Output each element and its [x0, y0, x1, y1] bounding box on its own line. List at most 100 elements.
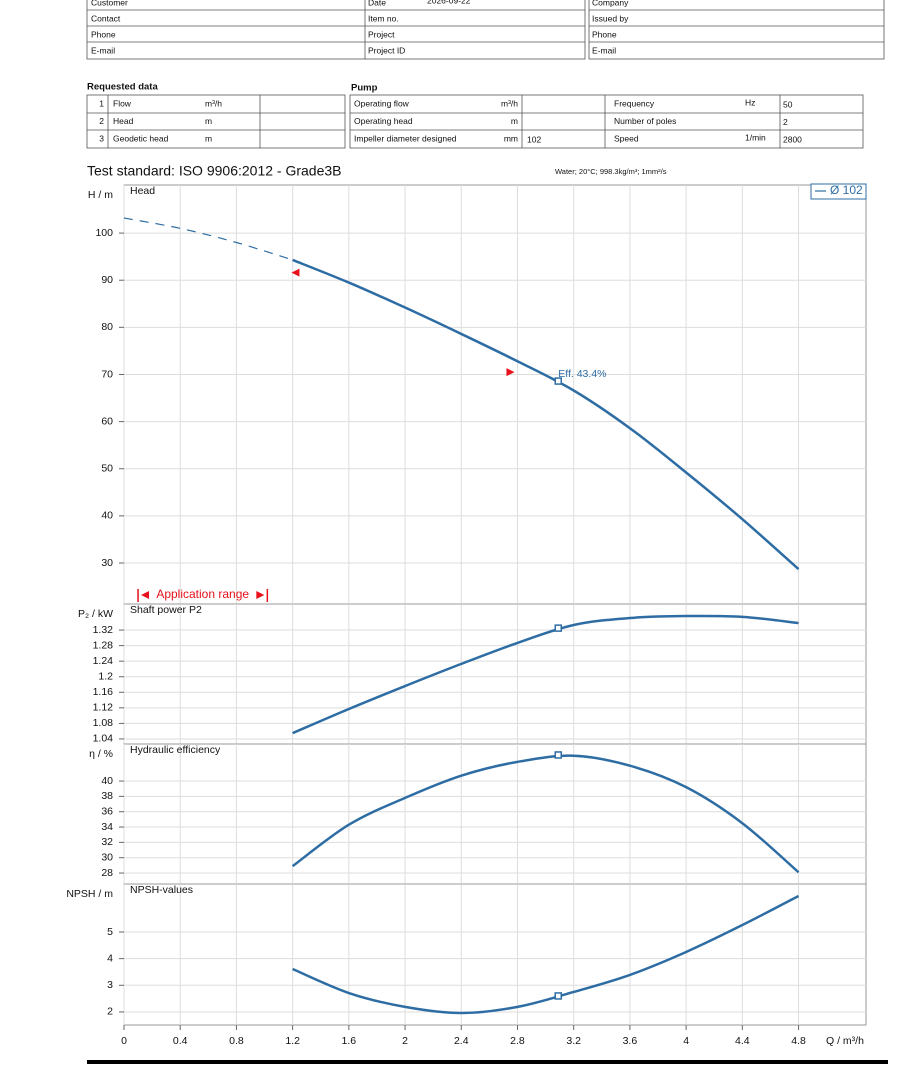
y-tick-label: 60	[101, 415, 113, 427]
cell-value: 2026-09-22	[427, 0, 471, 5]
x-tick-label: 4.4	[735, 1035, 750, 1047]
curve	[292, 894, 800, 1015]
plot-frame	[123, 883, 867, 1026]
cell-label: Geodetic head	[113, 133, 169, 143]
annotation: Eff. 43.4%	[558, 368, 606, 380]
y-tick-label: 40	[101, 510, 113, 522]
y-tick-label: 36	[101, 805, 113, 817]
y-tick-label: 32	[101, 836, 113, 848]
panel-label: NPSH-values	[130, 884, 193, 896]
y-tick-label: 1.04	[93, 733, 114, 745]
cell-label: Phone	[91, 29, 116, 39]
cell-label: Contact	[91, 13, 121, 23]
cell-label: Impeller diameter designed	[354, 133, 457, 143]
y-axis-label: P₂ / kW	[78, 608, 113, 620]
cell-value: 50	[783, 99, 793, 109]
y-tick-label: 30	[101, 557, 113, 569]
cell-label: Operating head	[354, 116, 413, 126]
range-marker	[506, 368, 515, 377]
section-title: Requested data	[87, 82, 158, 93]
y-tick-label: 100	[95, 227, 113, 239]
x-tick-label: 0	[121, 1035, 127, 1047]
cell-unit: Hz	[745, 97, 755, 107]
cell-label: Project ID	[368, 45, 405, 55]
y-tick-label: 80	[101, 321, 113, 333]
footer-rule	[87, 1060, 888, 1064]
cell-unit: m³/h	[501, 98, 518, 108]
medium: Water; 20°C; 998.3kg/m³; 1mm²/s	[555, 167, 667, 176]
cell-label: Issued by	[592, 13, 629, 23]
cell-unit: m³/h	[205, 98, 222, 108]
y-tick-label: 4	[107, 952, 113, 964]
y-tick-label: 90	[101, 274, 113, 286]
y-tick-label: 28	[101, 867, 113, 879]
x-tick-label: 3.6	[623, 1035, 638, 1047]
y-tick-label: 70	[101, 368, 113, 380]
y-tick-label: 40	[101, 775, 113, 787]
y-tick-label: 2	[107, 1006, 113, 1018]
x-tick-label: 4	[683, 1035, 689, 1047]
row-number: 3	[99, 133, 104, 143]
cell-label: Project	[368, 29, 395, 39]
panel-label: Head	[130, 185, 155, 197]
y-tick-label: 3	[107, 979, 113, 991]
table-frame	[349, 94, 864, 149]
y-tick-label: 38	[101, 790, 113, 802]
operating-point	[554, 751, 562, 759]
cell-value: 102	[527, 134, 541, 144]
legend-box	[810, 183, 867, 200]
cell-label: Speed	[614, 133, 639, 143]
operating-point	[554, 377, 562, 385]
y-tick-label: 1.24	[93, 655, 114, 667]
x-tick-label: 4.8	[791, 1035, 806, 1047]
cell-label: Customer	[91, 0, 128, 7]
y-tick-label: 1.08	[93, 717, 114, 729]
range-arrow	[141, 591, 150, 599]
x-tick-label: 3.2	[566, 1035, 581, 1047]
table-frame	[86, 94, 346, 149]
curve	[292, 258, 800, 571]
cell-label: Date	[368, 0, 386, 7]
y-tick-label: 30	[101, 851, 113, 863]
x-tick-label: 1.6	[342, 1035, 357, 1047]
cell-label: Item no.	[368, 13, 399, 23]
x-tick-label: 1.2	[285, 1035, 300, 1047]
y-tick-label: 1.16	[93, 686, 114, 698]
y-tick-label: 34	[101, 821, 113, 833]
cell-label: Operating flow	[354, 98, 410, 108]
cell-label: Company	[592, 0, 629, 7]
range-label: Application range	[156, 587, 249, 601]
row-number: 1	[99, 98, 104, 108]
cell-unit: m	[205, 133, 212, 143]
curve	[291, 754, 800, 874]
x-tick-label: 2	[402, 1035, 408, 1047]
operating-point	[554, 624, 562, 632]
cell-label: E-mail	[592, 45, 616, 55]
cell-unit: 1/min	[745, 132, 766, 142]
y-tick-label: 1.12	[93, 702, 114, 714]
y-axis-label: η / %	[89, 748, 113, 760]
cell-label: Phone	[592, 29, 617, 39]
plot-frame	[123, 184, 867, 605]
table-frame	[588, 0, 885, 60]
y-tick-label: 1.32	[93, 624, 114, 636]
cell-unit: mm	[504, 133, 518, 143]
cell-value: 2800	[783, 134, 802, 144]
operating-point	[554, 992, 562, 1000]
table-frame	[86, 0, 586, 60]
range-arrow	[256, 591, 265, 599]
y-tick-label: 1.2	[98, 671, 113, 683]
cell-value: 2	[783, 117, 788, 127]
y-axis-label: NPSH / m	[66, 888, 113, 900]
cell-label: E-mail	[91, 45, 115, 55]
cell-label: Frequency	[614, 98, 655, 108]
cell-label: Number of poles	[614, 116, 676, 126]
cell-unit: m	[205, 116, 212, 126]
legend-entry: Ø 102	[830, 183, 863, 197]
x-tick-label: 0.4	[173, 1035, 188, 1047]
x-tick-label: 0.8	[229, 1035, 244, 1047]
section-title: Pump	[351, 83, 378, 94]
cell-label: Flow	[113, 98, 132, 108]
